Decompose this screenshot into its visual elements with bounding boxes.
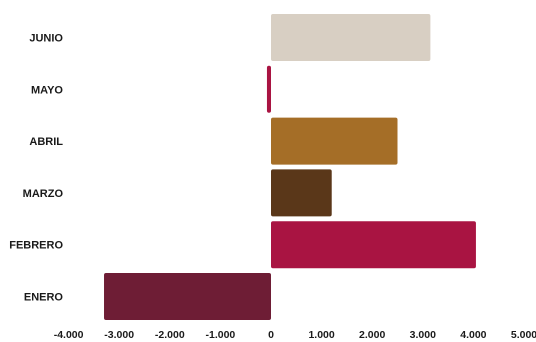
- category-label-mayo: MAYO: [31, 84, 63, 96]
- x-tick-label: 0: [268, 329, 274, 341]
- category-label-febrero: FEBRERO: [9, 240, 63, 252]
- x-tick-label: -3.000: [104, 329, 134, 341]
- bar-abril: [271, 117, 398, 165]
- category-label-junio: JUNIO: [29, 33, 63, 45]
- bars: [104, 14, 476, 320]
- x-tick-label: 5.000: [511, 329, 536, 341]
- bar-marzo: [271, 169, 332, 217]
- category-label-abril: ABRIL: [29, 136, 63, 148]
- x-tick-label: 1.000: [308, 329, 334, 341]
- x-tick-label: 4.000: [460, 329, 486, 341]
- category-label-enero: ENERO: [24, 292, 64, 304]
- category-label-marzo: MARZO: [23, 188, 64, 200]
- x-tick-label: -2.000: [155, 329, 185, 341]
- bar-febrero: [271, 221, 476, 269]
- x-tick-label: 3.000: [410, 329, 436, 341]
- category-labels: ENERO FEBRERO MARZO ABRIL MAYO JUNIO: [9, 33, 63, 304]
- bar-mayo: [266, 65, 271, 113]
- x-axis-tick-labels: -4.000 -3.000 -2.000 -1.000 0 1.000 2.000 3.000…: [54, 329, 536, 341]
- bar-enero: [104, 273, 272, 320]
- x-tick-label: 2.000: [359, 329, 385, 341]
- x-tick-label: -1.000: [206, 329, 236, 341]
- x-tick-label: -4.000: [54, 329, 84, 341]
- bar-junio: [271, 14, 431, 61]
